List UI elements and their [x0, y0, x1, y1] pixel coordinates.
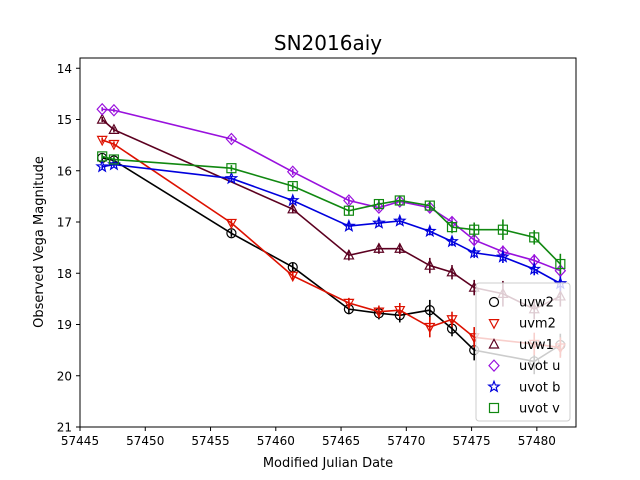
plot-frame: [79, 57, 577, 428]
data-point: [373, 201, 385, 215]
legend-item: uvot v: [488, 402, 560, 417]
data-point: [497, 224, 509, 235]
data-point: [373, 242, 385, 253]
chart-title: SN2016aiy: [274, 31, 382, 55]
legend-label: uvm2: [519, 317, 556, 332]
data-point: [422, 223, 437, 238]
y-axis: 14 15 16 17 18 19 20 21: [57, 62, 80, 435]
legend-item: uvot u: [488, 359, 560, 374]
legend-marker: [487, 379, 501, 393]
data-point: [446, 265, 458, 277]
data-point: [287, 271, 299, 283]
data-point: [108, 139, 120, 151]
data-point: [224, 171, 239, 185]
data-point: [467, 245, 482, 259]
data-point: [96, 113, 108, 124]
legend-marker: [488, 359, 500, 372]
data-point: [343, 249, 355, 260]
y-axis-label: Observed Vega Magnitude: [32, 156, 47, 328]
legend: uvw2 uvm2 uvw1 uvot u uvot b uvot v: [475, 282, 571, 422]
x-axis-label: Modified Julian Date: [263, 456, 393, 471]
data-point: [373, 307, 385, 318]
series-uvot-v: [97, 151, 566, 275]
data-point: [469, 224, 480, 235]
y-tick-label: 19: [57, 318, 72, 332]
legend-item: uvw2: [488, 296, 554, 311]
legend-item: uvot b: [487, 379, 560, 395]
data-point: [95, 159, 110, 173]
data-point: [287, 181, 298, 192]
data-point: [424, 322, 436, 334]
data-point: [97, 151, 108, 162]
data-point: [394, 305, 406, 317]
data-point: [392, 213, 407, 227]
data-point: [394, 242, 406, 253]
y-tick-label: 14: [57, 62, 72, 76]
series-uvot-b: [95, 157, 568, 291]
legend-marker: [488, 296, 500, 308]
y-tick-label: 20: [57, 369, 72, 383]
x-tick-label: 57465: [322, 434, 360, 448]
y-tick-label: 16: [57, 164, 72, 178]
legend-marker: [488, 319, 500, 330]
legend-label: uvot u: [519, 359, 560, 374]
x-tick-label: 57455: [191, 434, 229, 448]
legend-label: uvw1: [519, 338, 554, 353]
data-point: [446, 222, 458, 233]
data-point: [225, 132, 238, 146]
legend-marker: [488, 338, 500, 349]
plot-area: [95, 102, 568, 375]
data-point: [96, 102, 109, 116]
data-point: [343, 298, 355, 310]
legend-item: uvw1: [488, 338, 554, 353]
data-point: [555, 258, 566, 270]
data-point: [373, 198, 385, 210]
data-point: [445, 234, 459, 248]
data-point: [108, 154, 120, 165]
data-point: [424, 259, 436, 270]
x-tick-label: 57480: [518, 434, 556, 448]
legend-box: [475, 282, 571, 422]
data-point: [342, 218, 356, 232]
legend-label: uvw2: [519, 296, 554, 311]
data-point: [424, 200, 435, 211]
y-tick-label: 17: [57, 216, 72, 230]
data-point: [529, 232, 540, 243]
x-tick-label: 57445: [61, 434, 99, 448]
data-point: [468, 233, 481, 247]
y-tick-label: 15: [57, 113, 72, 127]
x-tick-label: 57450: [126, 434, 164, 448]
data-point: [225, 218, 238, 230]
data-point: [108, 103, 120, 117]
data-point: [226, 163, 237, 174]
data-point: [424, 305, 435, 316]
data-point: [287, 202, 299, 214]
x-axis: 57445 57450 57455 57460 57465 57470 57475 57480: [61, 427, 556, 448]
data-point: [285, 193, 300, 207]
data-point: [286, 165, 299, 179]
legend-label: uvot v: [519, 402, 560, 417]
y-tick-label: 18: [57, 267, 72, 281]
legend-item: uvm2: [488, 317, 556, 332]
data-point: [372, 215, 386, 229]
data-point: [393, 195, 406, 208]
data-point: [527, 261, 542, 275]
data-point: [343, 205, 354, 216]
data-point: [446, 315, 458, 326]
x-tick-label: 57470: [387, 434, 425, 448]
data-point: [96, 135, 108, 147]
y-tick-label: 21: [57, 421, 72, 435]
x-tick-label: 57460: [257, 434, 295, 448]
data-point: [394, 195, 405, 206]
legend-label: uvot b: [519, 380, 560, 395]
data-point: [496, 249, 510, 263]
x-tick-label: 57475: [452, 434, 490, 448]
data-point: [108, 123, 120, 134]
legend-marker: [488, 402, 500, 414]
